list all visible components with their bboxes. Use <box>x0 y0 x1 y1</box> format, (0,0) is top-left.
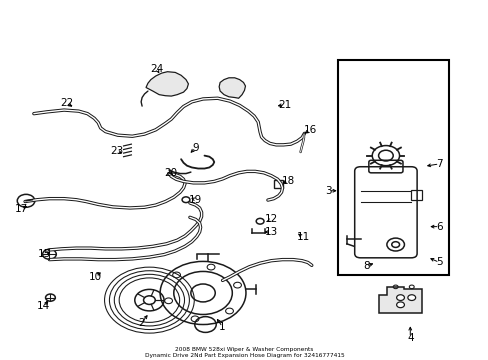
Text: 14: 14 <box>37 301 50 311</box>
Text: 19: 19 <box>189 195 202 205</box>
Text: 20: 20 <box>163 168 177 178</box>
Polygon shape <box>378 287 421 313</box>
Text: 10: 10 <box>89 272 102 282</box>
Polygon shape <box>219 78 245 98</box>
Text: 21: 21 <box>277 100 290 110</box>
Text: 18: 18 <box>281 176 294 186</box>
Text: 23: 23 <box>110 146 123 156</box>
Polygon shape <box>146 72 188 96</box>
Circle shape <box>407 295 415 301</box>
Text: 16: 16 <box>303 125 316 135</box>
Text: 17: 17 <box>15 204 28 214</box>
Text: 22: 22 <box>60 98 73 108</box>
Text: 6: 6 <box>435 222 442 231</box>
Text: 7: 7 <box>435 159 442 169</box>
Bar <box>337 60 448 275</box>
Text: 2008 BMW 528xi Wiper & Washer Components
Dynamic Drive 2Nd Part Expansion Hose D: 2008 BMW 528xi Wiper & Washer Components… <box>144 347 344 358</box>
Text: 2: 2 <box>138 319 144 328</box>
Text: 3: 3 <box>325 186 331 196</box>
Text: 4: 4 <box>406 333 413 343</box>
Text: 9: 9 <box>192 143 199 153</box>
Text: 1: 1 <box>219 322 225 332</box>
Circle shape <box>396 302 404 308</box>
Circle shape <box>396 295 404 301</box>
Text: 8: 8 <box>363 261 369 271</box>
Text: 13: 13 <box>264 227 277 237</box>
Text: 24: 24 <box>150 64 163 74</box>
Text: 15: 15 <box>38 248 51 258</box>
Text: 5: 5 <box>435 257 442 267</box>
Text: 11: 11 <box>296 232 309 242</box>
Text: 12: 12 <box>264 215 277 224</box>
